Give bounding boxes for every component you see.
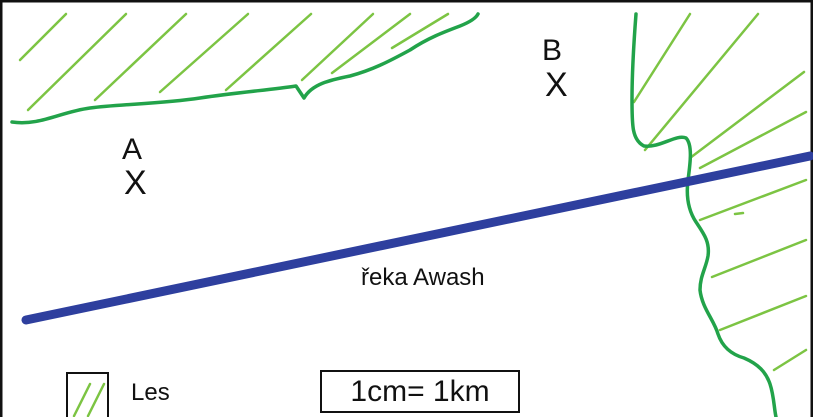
river-label: řeka Awash [361,266,485,290]
forest-boundary-east [632,14,776,417]
point-b-marker: X [545,68,568,102]
point-a-label: A [122,135,142,165]
legend-forest-label: Les [131,381,170,405]
point-b-label: B [542,36,562,66]
scale-indicator: 1cm= 1km [320,370,520,413]
point-a-marker: X [124,166,147,200]
legend-forest-hatch-icon [66,372,109,417]
scale-text: 1cm= 1km [350,375,489,409]
forest-boundary-north [12,14,478,123]
